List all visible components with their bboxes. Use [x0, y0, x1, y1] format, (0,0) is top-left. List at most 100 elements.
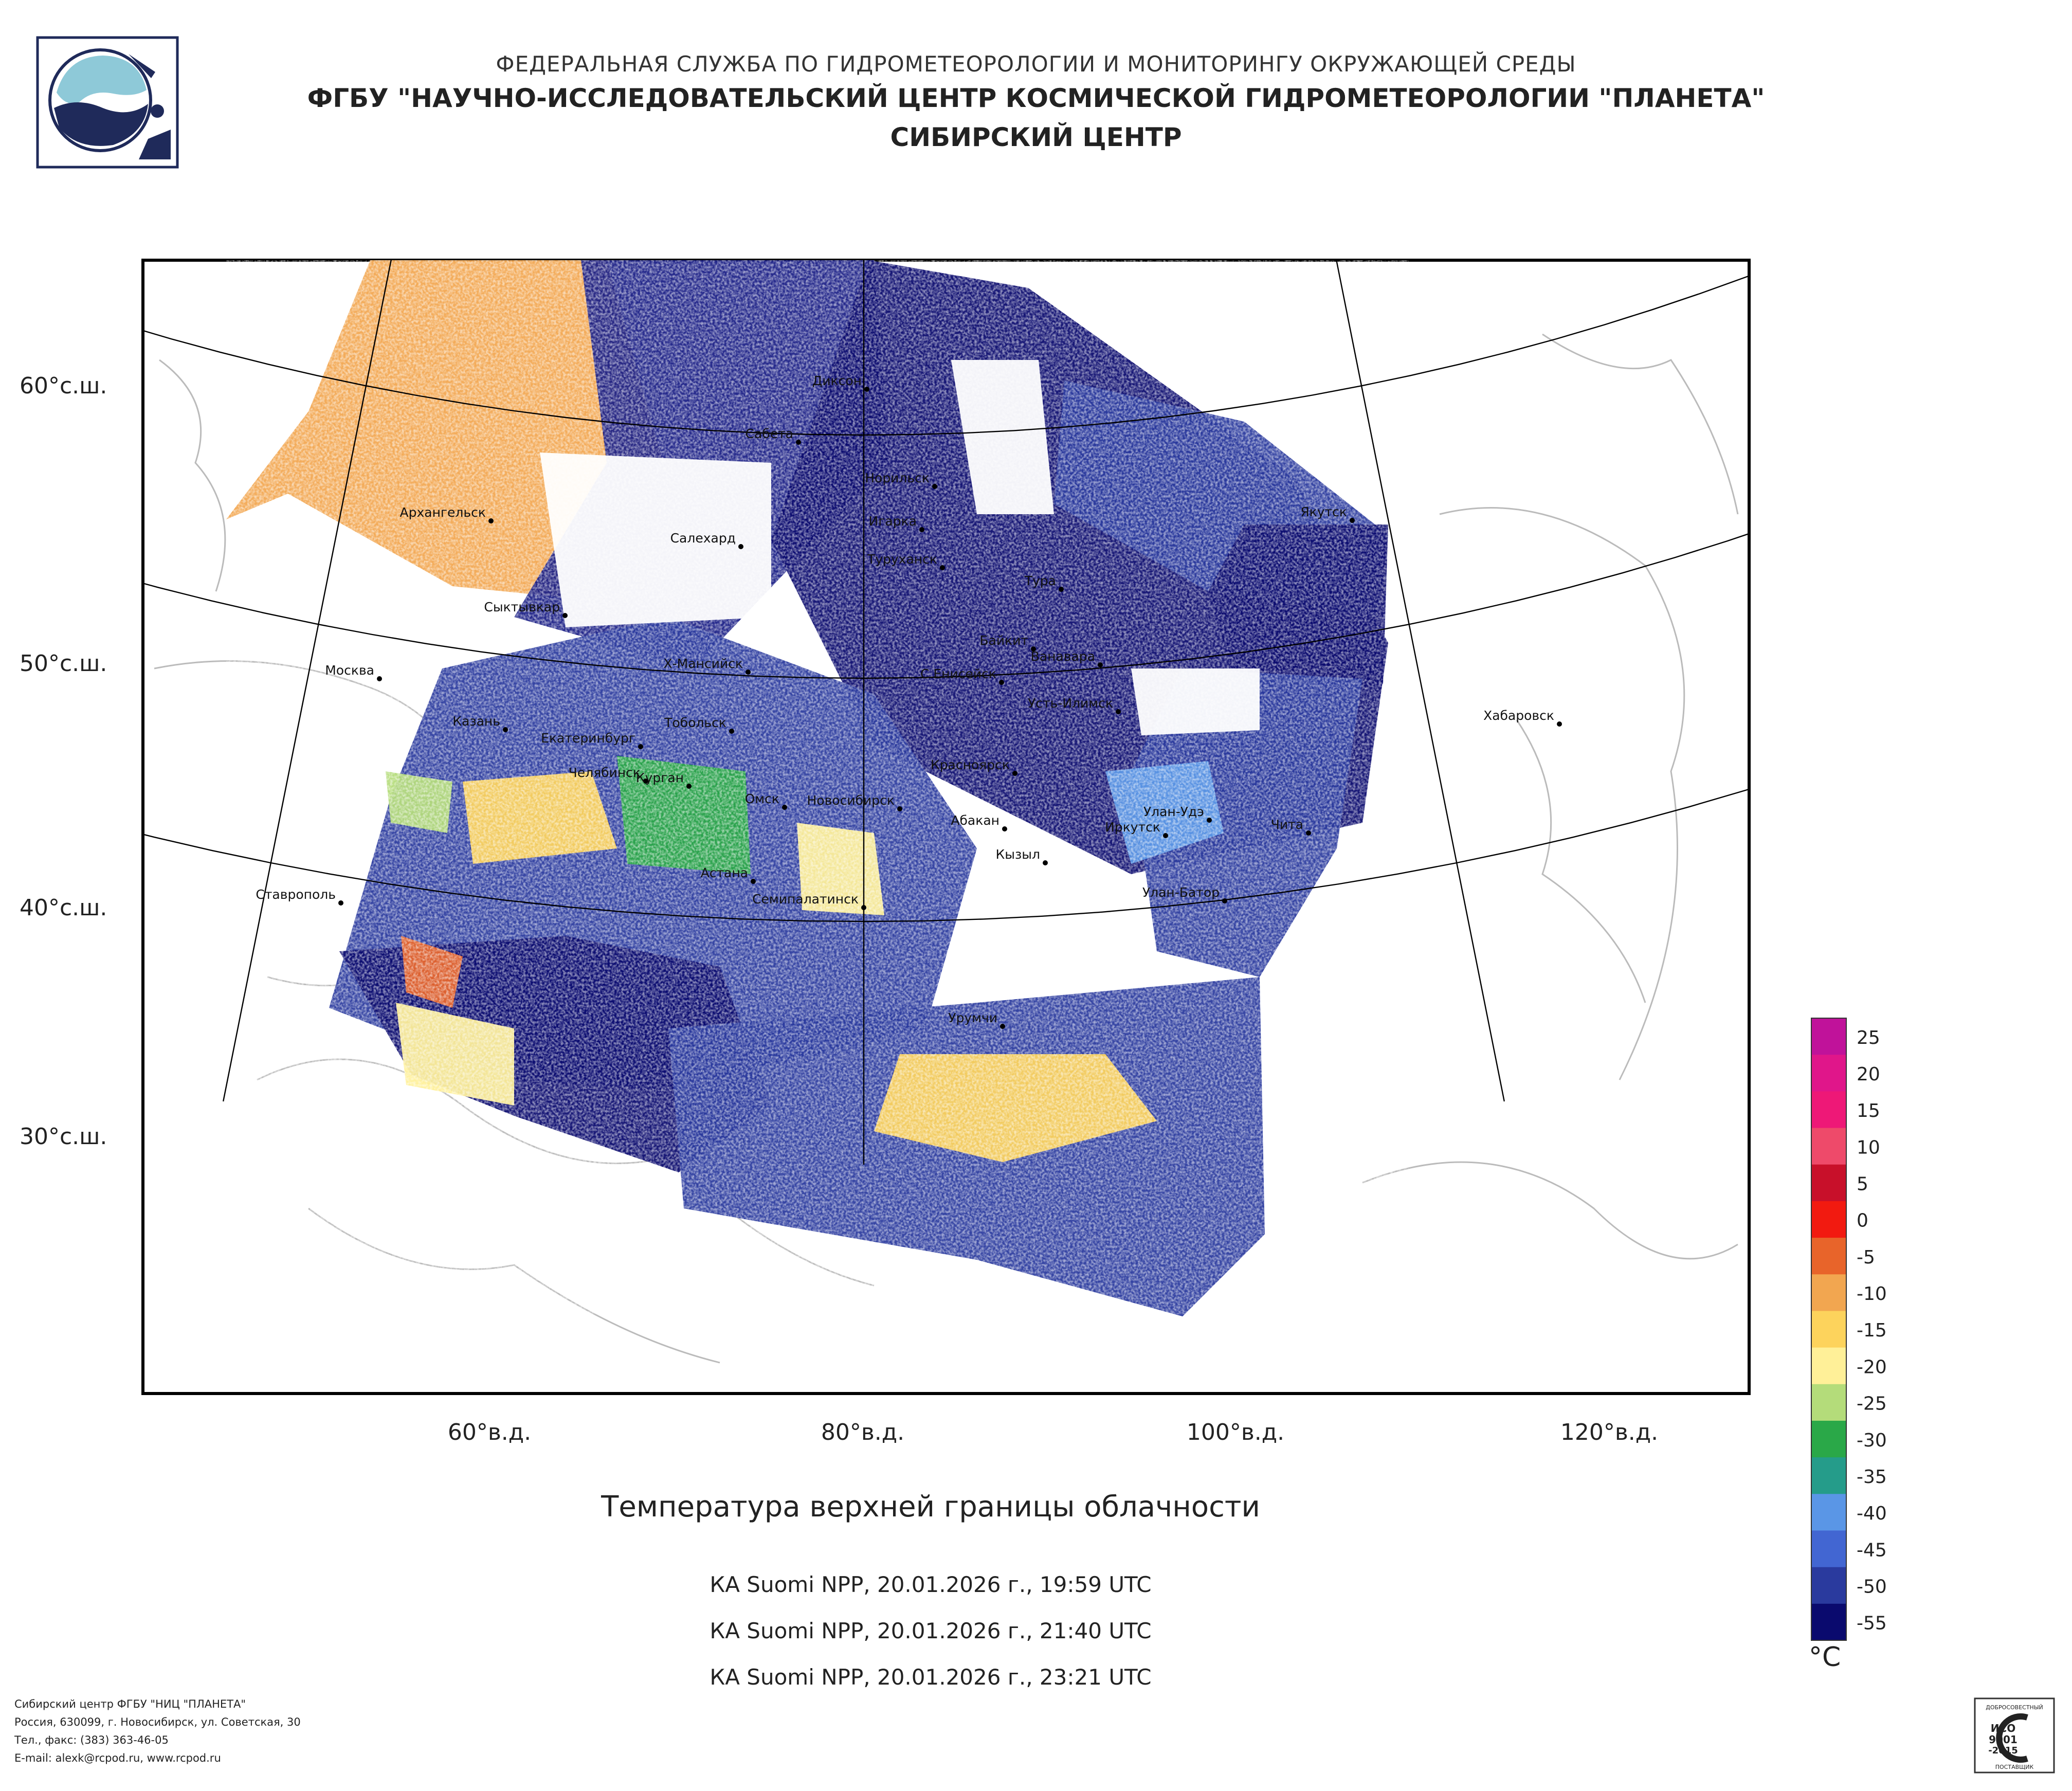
city-ulanbator: Улан-Батор	[1142, 885, 1227, 903]
lon-label-1: 80°в.д.	[821, 1419, 904, 1445]
legend-swatch-9	[1811, 1347, 1846, 1385]
city-syktyvkar: Сыктывкар	[484, 600, 568, 618]
legend-swatch-12	[1811, 1457, 1846, 1494]
city-label-yakutsk: Якутск	[1300, 504, 1347, 519]
city-tobolsk: Тобольск	[664, 715, 734, 734]
city-label-abakan: Абакан	[951, 813, 999, 828]
city-novosibirsk: Новосибирск	[807, 793, 902, 811]
legend-unit-label: °С	[1809, 1642, 1841, 1673]
city-markers: Диксон Сабета Норильск Игарка Туруханск Тура Я…	[256, 373, 1562, 1029]
legend-tick-8: -15	[1857, 1320, 1887, 1341]
city-label-chelyabinsk: Челябинск	[569, 765, 641, 780]
city-label-stavropol: Ставрополь	[256, 887, 336, 902]
lon-label-2: 100°в.д.	[1187, 1419, 1284, 1445]
city-label-syktyvkar: Сыктывкар	[484, 600, 560, 614]
city-label-turukhansk: Туруханск	[867, 552, 937, 567]
header-agency: ФЕДЕРАЛЬНАЯ СЛУЖБА ПО ГИДРОМЕТЕОРОЛОГИИ …	[496, 51, 1576, 77]
product-title: Температура верхней границы облачности	[601, 1490, 1260, 1524]
legend-tick-0: 25	[1857, 1027, 1880, 1048]
temperature-legend: 25 20 15 10 5 0 -5 -10 -15 -20 -25 -30 -35 -40 -45 -50 -…	[1811, 1018, 1887, 1641]
footer-address: Россия, 630099, г. Новосибирск, ул. Сове…	[14, 1716, 301, 1728]
city-label-moskva: Москва	[325, 663, 374, 678]
legend-swatch-14	[1811, 1530, 1846, 1568]
legend-swatch-13	[1811, 1494, 1846, 1531]
city-label-baikit: Байкит	[979, 633, 1028, 648]
city-semipalatinsk: Семипалатинск	[752, 892, 866, 910]
city-label-norilsk: Норильск	[865, 471, 930, 485]
city-khabarovsk: Хабаровск	[1483, 708, 1562, 727]
legend-tick-9: -20	[1857, 1356, 1887, 1378]
city-label-vanavara: Ванавара	[1031, 649, 1095, 664]
legend-tick-13: -40	[1857, 1503, 1887, 1524]
city-seniseysk: С.Енисейск	[920, 666, 1004, 685]
iso-text-3: -2015	[1988, 1745, 2018, 1756]
city-label-igarka: Игарка	[869, 514, 917, 529]
city-stavropol: Ставрополь	[256, 887, 343, 906]
legend-swatch-6	[1811, 1238, 1846, 1275]
legend-tick-12: -35	[1857, 1467, 1887, 1488]
legend-swatch-15	[1811, 1567, 1846, 1604]
city-label-ulanude: Улан-Удэ	[1143, 804, 1204, 819]
header-center: ФГБУ "НАУЧНО-ИССЛЕДОВАТЕЛЬСКИЙ ЦЕНТР КОС…	[307, 83, 1765, 113]
city-baikit: Байкит	[979, 633, 1036, 652]
city-label-krasnoyarsk: Красноярск	[931, 757, 1010, 772]
legend-tick-6: -5	[1857, 1247, 1875, 1268]
footer-email[interactable]: E-mail: alexk@rcpod.ru, www.rcpod.ru	[14, 1752, 221, 1764]
legend-swatch-7	[1811, 1274, 1846, 1312]
city-label-semipalatinsk: Семипалатинск	[752, 892, 859, 907]
graticule	[0, 0, 2072, 1165]
legend-tick-3: 10	[1857, 1137, 1880, 1158]
parallel-50	[0, 0, 2072, 192]
city-ekaterinburg: Екатеринбург	[541, 731, 643, 749]
city-label-omsk: Омск	[745, 791, 779, 806]
legend-swatch-5	[1811, 1201, 1846, 1238]
planeta-logo	[36, 36, 179, 169]
city-label-kazan: Казань	[452, 714, 500, 729]
city-turukhansk: Туруханск	[867, 552, 945, 570]
city-norilsk: Норильск	[865, 471, 937, 489]
city-astana: Астана	[701, 865, 756, 884]
city-label-kurgan: Курган	[636, 770, 684, 785]
city-label-ustilimsk: Усть-Илимск	[1028, 696, 1113, 711]
city-sabeta: Сабета	[746, 426, 801, 445]
city-krasnoyarsk: Красноярск	[931, 757, 1017, 776]
city-label-ekaterinburg: Екатеринбург	[541, 731, 635, 746]
city-label-seniseysk: С.Енисейск	[920, 666, 996, 681]
city-label-khmansiysk: Х-Мансийск	[664, 656, 743, 671]
lat-label-3: 30°с.ш.	[20, 1124, 107, 1150]
cloud-texture	[226, 260, 1409, 1314]
city-ulanude: Улан-Удэ	[1143, 804, 1212, 823]
city-tura: Тура	[1024, 573, 1064, 592]
city-dikson: Диксон	[812, 373, 869, 392]
city-kurgan: Курган	[636, 770, 692, 789]
legend-tick-2: 15	[1857, 1100, 1880, 1121]
legend-swatch-16	[1811, 1603, 1846, 1641]
city-label-tobolsk: Тобольск	[664, 715, 726, 730]
city-label-ulanbator: Улан-Батор	[1142, 885, 1220, 900]
pass-line-2: КА Suomi NPP, 20.01.2026 г., 21:40 UTC	[710, 1618, 1152, 1643]
legend-swatch-4	[1811, 1164, 1846, 1202]
meridian-70	[223, 260, 392, 1102]
meridian-110	[1806, 0, 2072, 609]
parallel-30	[143, 533, 1749, 679]
legend-tick-4: 5	[1857, 1174, 1868, 1195]
iso-text-1: ИСО	[1991, 1722, 2015, 1734]
legend-swatch-10	[1811, 1384, 1846, 1421]
city-label-arkhangelsk: Архангельск	[399, 505, 486, 520]
city-ustilimsk: Усть-Илимск	[1028, 696, 1121, 714]
legend-tick-15: -50	[1857, 1576, 1887, 1597]
lat-label-2: 40°с.ш.	[20, 895, 107, 921]
city-label-astana: Астана	[701, 865, 748, 880]
legend-swatch-3	[1811, 1128, 1846, 1165]
city-label-sabeta: Сабета	[746, 426, 793, 441]
header-branch: СИБИРСКИЙ ЦЕНТР	[890, 122, 1182, 152]
meridian-90	[1336, 260, 1505, 1102]
city-chelyabinsk: Челябинск	[569, 765, 648, 784]
city-label-khabarovsk: Хабаровск	[1483, 708, 1554, 723]
city-label-tura: Тура	[1024, 573, 1056, 588]
city-vanavara: Ванавара	[1031, 649, 1103, 667]
footer-contacts: Сибирский центр ФГБУ "НИЦ "ПЛАНЕТА" Росс…	[14, 1695, 301, 1767]
city-label-irkutsk: Иркутск	[1105, 820, 1160, 835]
lat-label-1: 50°с.ш.	[20, 650, 107, 677]
